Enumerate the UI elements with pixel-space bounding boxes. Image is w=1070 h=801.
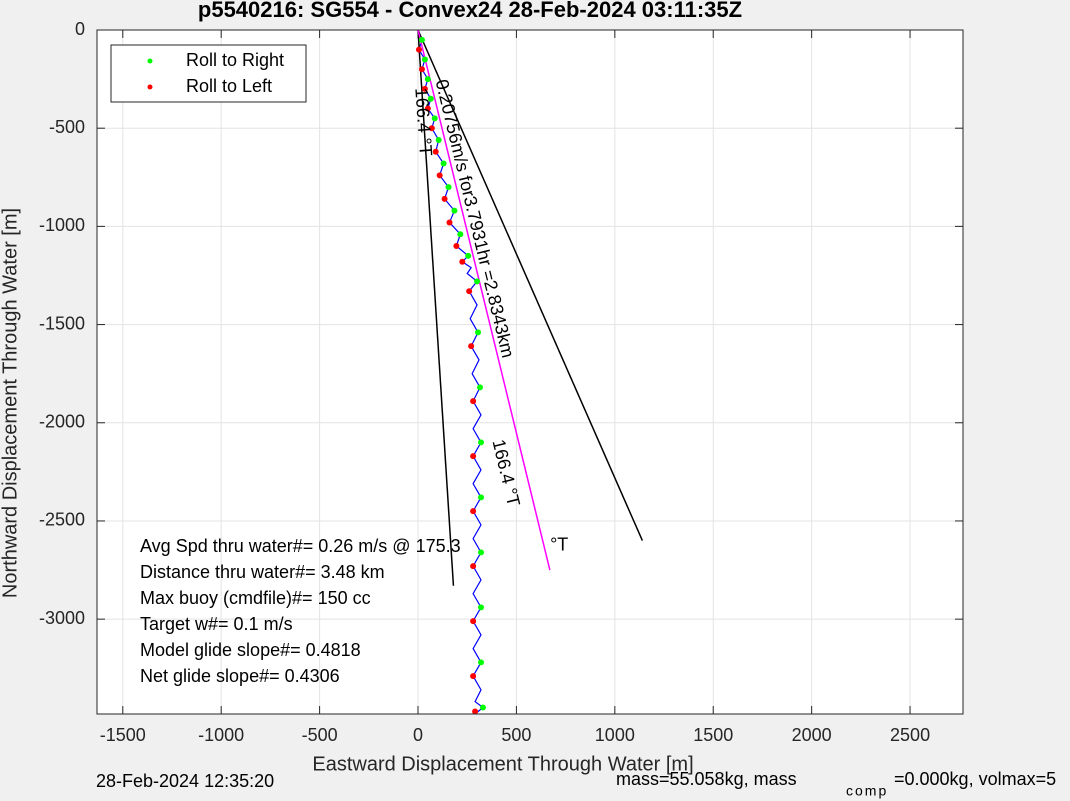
legend-label: Roll to Left [186,76,272,96]
annotation: °T [550,535,568,555]
roll-point [477,439,484,446]
legend-marker [147,84,153,90]
roll-point [477,659,484,666]
roll-point [451,207,458,214]
plot-area [97,30,963,714]
roll-point [436,172,443,179]
y-tick-label: 0 [75,19,85,39]
roll-point [432,148,439,155]
axes-box [96,29,964,715]
y-tick-label: -3000 [39,608,85,628]
y-tick-label: -1500 [39,313,85,333]
roll-point [474,278,481,285]
footer-subscript: comp [846,783,888,799]
legend-box [110,44,307,103]
x-tick-label: -500 [302,725,338,745]
roll-point [445,184,452,191]
footer-mass: mass=55.058kg, mass [616,769,797,789]
roll-point [428,125,435,132]
y-tick-label: -1000 [39,215,85,235]
roll-point [421,56,428,63]
roll-point [475,329,482,336]
roll-point [431,115,438,122]
x-tick-label: 1000 [595,725,635,745]
roll-point [477,549,484,556]
roll-point [457,231,464,238]
legend-label: Roll to Right [186,50,284,70]
roll-point [470,563,477,570]
y-axis-label: Northward Displacement Through Water [m] [0,208,21,598]
x-tick-label: -1500 [100,725,146,745]
roll-point [459,258,466,265]
roll-point [479,704,486,711]
stat-note: Max buoy (cmdfile)#= 150 cc [140,588,371,608]
roll-point [477,604,484,611]
stat-note: Distance thru water#= 3.48 km [140,562,385,582]
roll-point [418,36,425,43]
stat-note: Target w#= 0.1 m/s [140,614,293,634]
y-tick-label: -2500 [39,510,85,530]
x-axis-label: Eastward Displacement Through Water [m] [312,753,693,775]
x-tick-label: 1500 [693,725,733,745]
y-tick-label: -500 [49,117,85,137]
trajectory-line [417,29,455,586]
roll-point [418,66,425,73]
roll-point [453,243,460,250]
footer-volmax: =0.000kg, volmax=5 [894,769,1056,789]
stat-note: Avg Spd thru water#= 0.26 m/s @ 175.3 [140,536,461,556]
legend-marker [147,58,153,64]
roll-point [441,195,448,202]
stat-note: Net glide slope#= 0.4306 [140,666,340,686]
roll-point [468,343,475,350]
roll-point [470,673,477,680]
trajectory-line [417,29,644,541]
trajectory-line [417,29,551,571]
roll-point [470,453,477,460]
roll-point [466,288,473,295]
roll-point [470,508,477,515]
roll-point [427,95,434,102]
roll-point [477,494,484,501]
roll-point [435,136,442,143]
roll-point [424,105,431,112]
roll-point [472,708,479,715]
x-tick-label: 2000 [792,725,832,745]
roll-point [440,160,447,167]
chart-title: p5540216: SG554 - Convex24 28-Feb-2024 0… [198,0,742,22]
x-tick-label: -1000 [198,725,244,745]
roll-point [477,384,484,391]
footer-date: 28-Feb-2024 12:35:20 [96,771,274,791]
roll-point [470,618,477,625]
x-tick-label: 0 [413,725,423,745]
roll-point [415,46,422,53]
y-tick-label: -2000 [39,412,85,432]
roll-point [424,76,431,83]
roll-point [470,398,477,405]
annotation: 166.4 °T [411,87,436,156]
x-tick-label: 2500 [890,725,930,745]
x-tick-label: 500 [501,725,531,745]
stat-note: Model glide slope#= 0.4818 [140,640,361,660]
roll-point [421,85,428,92]
roll-point [465,252,472,259]
roll-point [446,219,453,226]
